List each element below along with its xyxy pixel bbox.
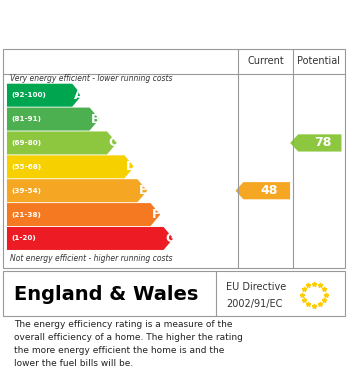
Text: E: E (139, 184, 147, 197)
Text: (1-20): (1-20) (11, 235, 36, 242)
Text: England & Wales: England & Wales (14, 285, 198, 304)
Polygon shape (7, 108, 100, 131)
Text: B: B (91, 113, 101, 126)
Text: (39-54): (39-54) (11, 188, 41, 194)
Text: (69-80): (69-80) (11, 140, 41, 146)
Text: 78: 78 (314, 136, 331, 149)
Text: Energy Efficiency Rating: Energy Efficiency Rating (14, 14, 261, 32)
Text: (21-38): (21-38) (11, 212, 41, 217)
Text: Very energy efficient - lower running costs: Very energy efficient - lower running co… (10, 74, 173, 83)
Polygon shape (7, 131, 117, 154)
Text: 2002/91/EC: 2002/91/EC (226, 299, 283, 309)
Text: A: A (74, 89, 83, 102)
Text: (81-91): (81-91) (11, 116, 41, 122)
Text: Potential: Potential (298, 56, 340, 66)
Polygon shape (235, 182, 290, 199)
Polygon shape (7, 203, 160, 226)
Polygon shape (7, 227, 173, 250)
Text: (92-100): (92-100) (11, 92, 46, 98)
Text: EU Directive: EU Directive (226, 282, 286, 292)
Polygon shape (7, 155, 134, 178)
Text: F: F (152, 208, 160, 221)
Text: Current: Current (247, 56, 284, 66)
Text: Not energy efficient - higher running costs: Not energy efficient - higher running co… (10, 254, 173, 263)
Polygon shape (290, 135, 341, 152)
Text: 48: 48 (261, 184, 278, 197)
Text: C: C (109, 136, 118, 149)
Text: (55-68): (55-68) (11, 164, 41, 170)
Polygon shape (7, 179, 147, 202)
Text: G: G (165, 232, 175, 245)
Text: The energy efficiency rating is a measure of the
overall efficiency of a home. T: The energy efficiency rating is a measur… (14, 320, 243, 368)
Polygon shape (7, 84, 82, 107)
Text: D: D (126, 160, 136, 173)
